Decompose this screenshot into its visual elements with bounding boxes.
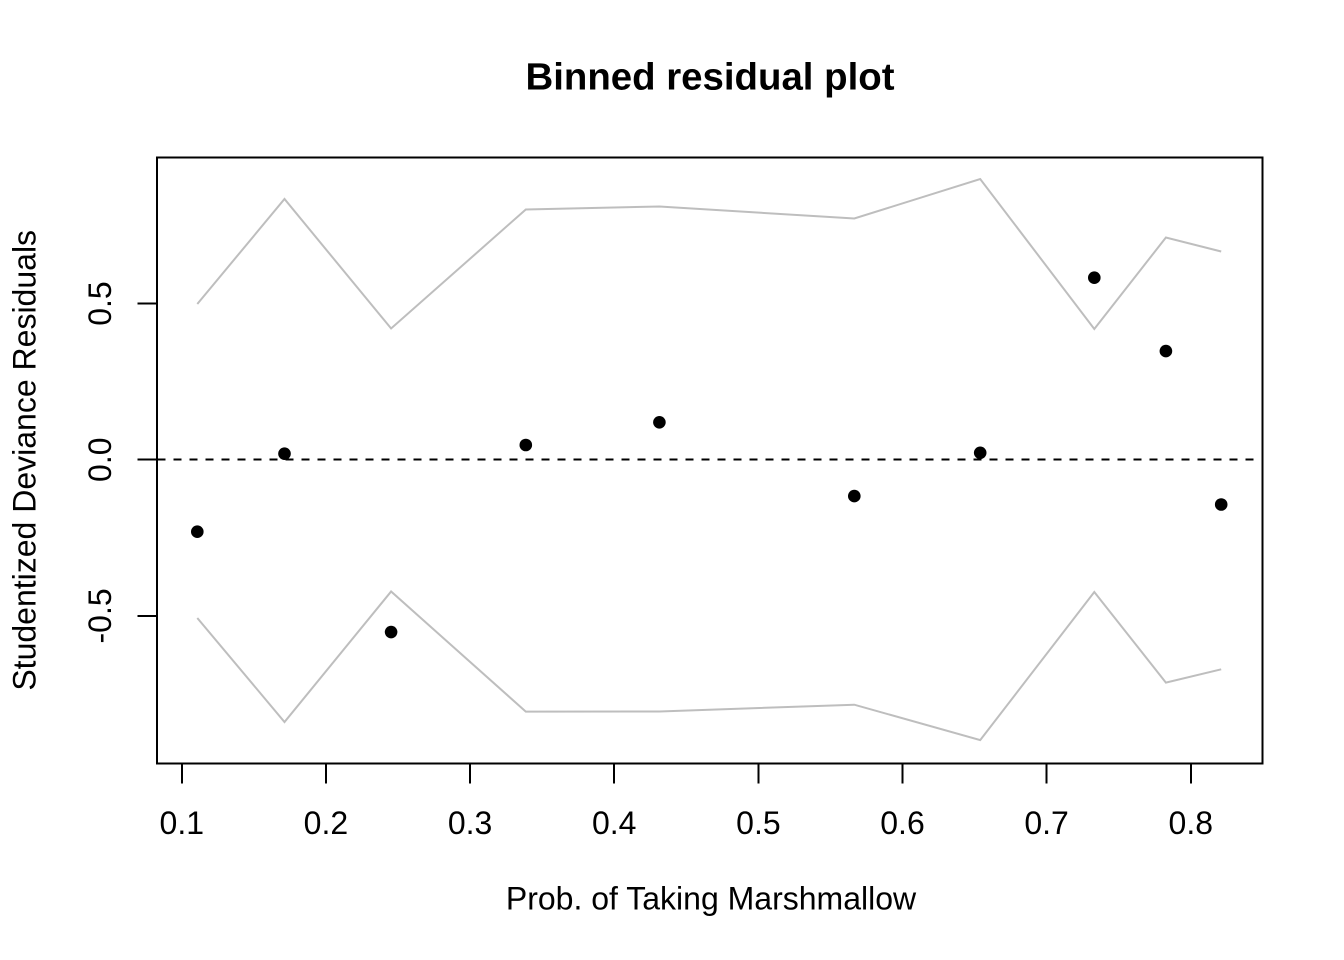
svg-text:0.0: 0.0 [82, 437, 118, 481]
svg-text:0.7: 0.7 [1024, 805, 1068, 841]
svg-text:Studentized Deviance Residuals: Studentized Deviance Residuals [7, 230, 43, 691]
svg-text:Binned residual plot: Binned residual plot [525, 56, 894, 99]
svg-text:0.1: 0.1 [160, 805, 204, 841]
svg-text:0.3: 0.3 [448, 805, 492, 841]
svg-text:0.6: 0.6 [880, 805, 924, 841]
svg-text:0.5: 0.5 [736, 805, 780, 841]
svg-text:0.8: 0.8 [1169, 805, 1213, 841]
svg-text:0.5: 0.5 [82, 281, 118, 325]
svg-text:-0.5: -0.5 [82, 588, 118, 643]
svg-text:0.2: 0.2 [304, 805, 348, 841]
svg-text:Prob. of Taking Marshmallow: Prob. of Taking Marshmallow [506, 881, 917, 917]
svg-text:0.4: 0.4 [592, 805, 636, 841]
